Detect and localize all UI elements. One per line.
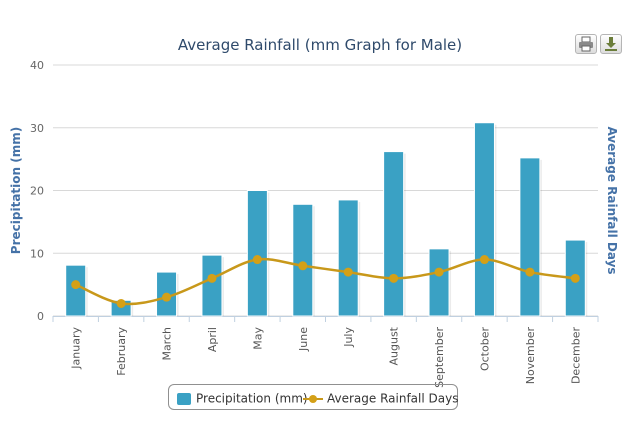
line-point: [389, 273, 399, 283]
export-button[interactable]: [600, 34, 622, 54]
x-tick-label: September: [433, 327, 446, 388]
y-axis-title: Precipitation (mm): [9, 127, 23, 254]
x-tick-label: March: [161, 327, 174, 361]
legend-swatch-rainfall-days: [303, 394, 323, 403]
bar: [292, 203, 314, 317]
y2-axis-title: Average Rainfall Days: [605, 126, 619, 274]
line-point: [252, 255, 262, 265]
line-point: [479, 255, 489, 265]
x-tick-label: October: [478, 327, 491, 371]
bar: [428, 248, 450, 317]
legend-label-precipitation: Precipitation (mm): [196, 391, 308, 406]
x-tick-label: May: [251, 327, 264, 350]
x-tick-label: August: [388, 326, 401, 365]
bar: [246, 190, 268, 317]
bar: [383, 151, 405, 317]
x-tick-label: November: [524, 327, 537, 385]
chart-title: Average Rainfall (mm Graph for Male): [178, 36, 462, 54]
legend-label-rainfall-days: Average Rainfall Days: [327, 391, 459, 406]
x-tick-label: January: [70, 327, 83, 370]
line-point: [207, 273, 217, 283]
line-point: [116, 298, 126, 308]
bar: [473, 122, 495, 317]
x-tick-label: June: [297, 327, 310, 352]
chart-legend: Precipitation (mm) Average Rainfall Days: [168, 384, 458, 410]
y-tick-label: 10: [30, 247, 44, 260]
line-series-rainfall-days: [75, 257, 576, 306]
print-button[interactable]: [575, 34, 597, 54]
y-tick-label: 0: [37, 310, 44, 323]
y-tick-label: 40: [30, 59, 44, 72]
x-tick-label: February: [115, 327, 128, 376]
line-point: [343, 267, 353, 277]
y-tick-label: 30: [30, 122, 44, 135]
line-point: [298, 261, 308, 271]
y-tick-label: 20: [30, 185, 44, 198]
x-tick-label: December: [569, 327, 582, 385]
line-point: [525, 267, 535, 277]
line-point: [162, 292, 172, 302]
legend-item-precipitation[interactable]: Precipitation (mm): [177, 390, 308, 406]
x-tick-label: July: [342, 327, 355, 348]
legend-item-rainfall-days[interactable]: Average Rainfall Days: [303, 390, 458, 406]
legend-swatch-precipitation: [177, 392, 191, 405]
bar: [519, 157, 541, 317]
line-point: [570, 273, 580, 283]
bar: [337, 199, 359, 317]
bar: [201, 254, 223, 317]
print-icon: [579, 36, 593, 52]
line-point: [71, 280, 81, 290]
line-point: [434, 267, 444, 277]
download-icon: [605, 37, 617, 51]
bar: [65, 264, 87, 317]
x-tick-label: April: [206, 327, 219, 352]
